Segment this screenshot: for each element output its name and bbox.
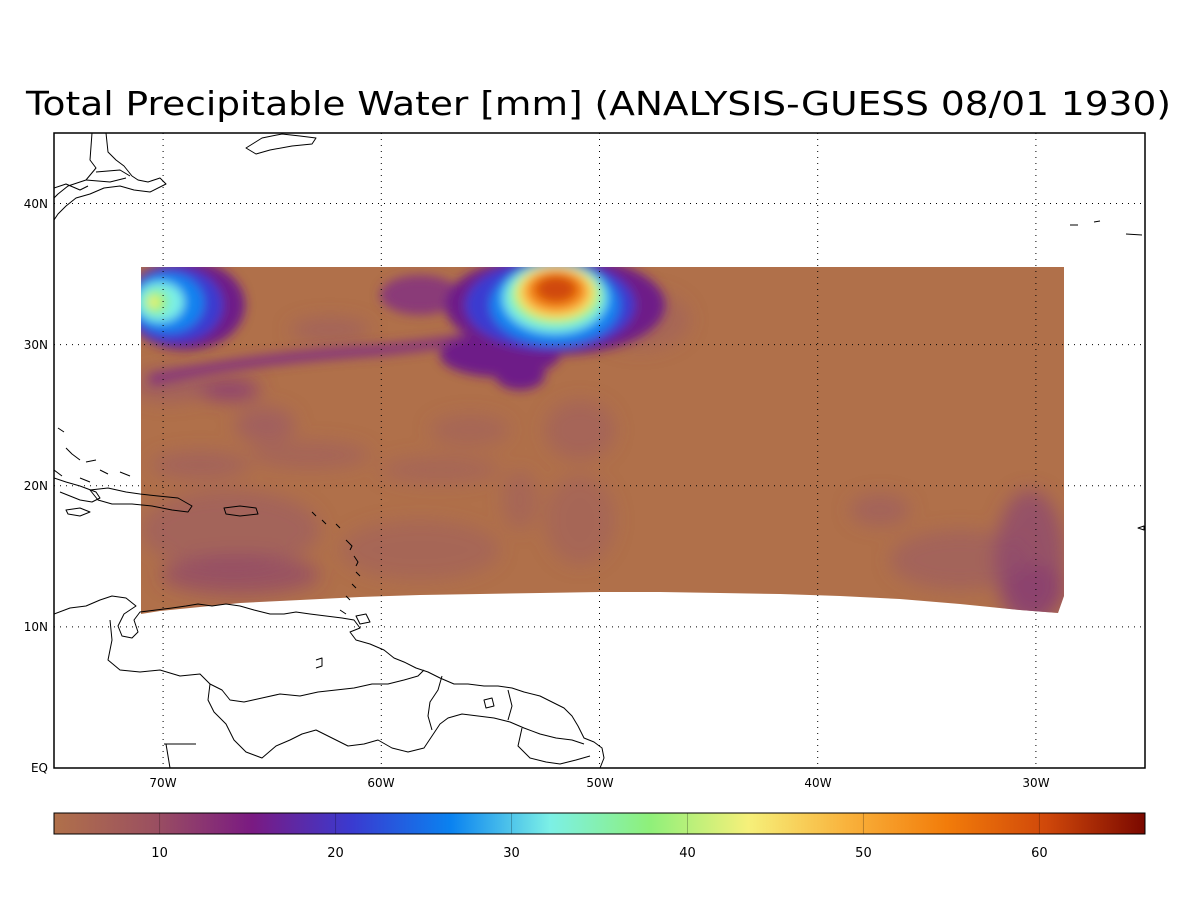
colorbar-gradient (54, 813, 1145, 834)
north-america-coast (54, 133, 167, 221)
colorbar-tick-label: 60 (1031, 846, 1048, 861)
lon-label-60w: 60W (367, 776, 394, 790)
south-america-inland (107, 619, 591, 765)
lat-label-40n: 40N (24, 197, 48, 211)
lon-label-70w: 70W (149, 776, 176, 790)
nova-scotia-coast (245, 133, 317, 155)
lat-label-eq: EQ (31, 761, 48, 775)
colorbar-tick-label: 20 (327, 846, 344, 861)
amazon-island-coast (483, 697, 495, 709)
longitude-labels: 70W 60W 50W 40W 30W (149, 776, 1049, 790)
colorbar-labels: 10 20 30 40 50 60 (151, 846, 1047, 861)
colorbar-frame (53, 812, 1146, 835)
lat-label-10n: 10N (24, 620, 48, 634)
colorbar-tick-label: 10 (151, 846, 168, 861)
precipitable-water-field (141, 267, 1064, 614)
map-frame (53, 132, 1146, 769)
colorbar: 10 20 30 40 50 60 (53, 812, 1146, 861)
lon-label-30w: 30W (1022, 776, 1049, 790)
lat-label-20n: 20N (24, 479, 48, 493)
small-island-coast (315, 657, 323, 669)
colorbar-tick-label: 50 (855, 846, 872, 861)
lat-label-30n: 30N (24, 338, 48, 352)
hispaniola-coast (89, 487, 193, 513)
amazon-mouth-coast (164, 743, 196, 768)
jamaica-coast (65, 507, 91, 517)
map-title: Total Precipitable Water [mm] (ANALYSIS-… (25, 84, 1171, 123)
bahamas-coast (54, 427, 131, 483)
puerto-rico-coast (223, 505, 259, 517)
lon-label-50w: 50W (586, 776, 613, 790)
maritime-coast (85, 169, 131, 183)
colorbar-ticks (159, 813, 1040, 834)
azores-coast (1070, 220, 1143, 236)
south-america-coast (54, 595, 605, 768)
field-anomalies-low (141, 290, 1064, 614)
cuba-coast (54, 477, 101, 503)
trinidad-coast (355, 613, 371, 625)
latitude-labels: EQ 10N 20N 30N 40N (24, 197, 48, 775)
coastlines (54, 133, 1145, 768)
field-moisture-band (141, 267, 665, 390)
colorbar-tick-label: 30 (503, 846, 520, 861)
colorbar-tick-label: 40 (679, 846, 696, 861)
lesser-antilles-coast (311, 511, 361, 615)
lon-label-40w: 40W (804, 776, 831, 790)
cape-verde-coast (1137, 525, 1145, 531)
